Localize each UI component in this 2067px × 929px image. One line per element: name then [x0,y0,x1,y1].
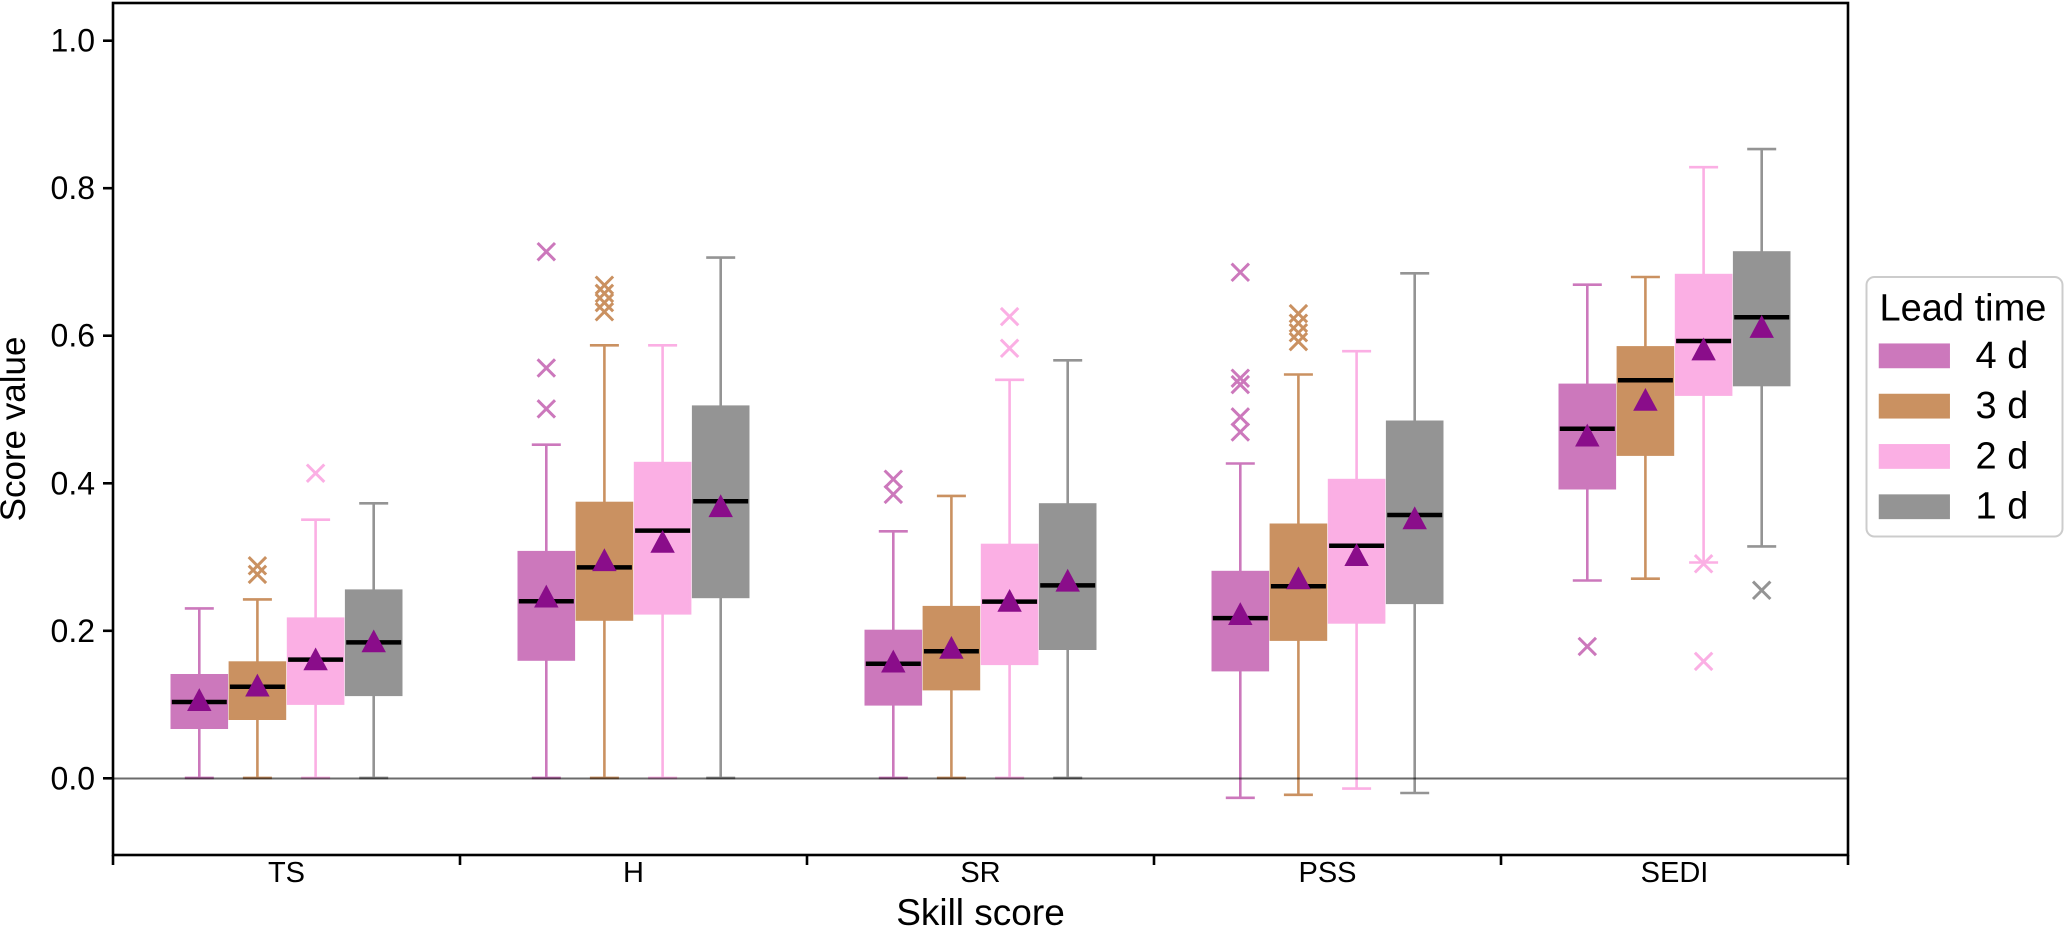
svg-text:Lead time: Lead time [1880,288,2047,330]
svg-text:4 d: 4 d [1976,335,2029,377]
svg-text:PSS: PSS [1298,857,1356,889]
svg-text:2 d: 2 d [1976,435,2029,477]
svg-text:3 d: 3 d [1976,385,2029,427]
svg-text:SR: SR [960,857,1000,889]
svg-text:TS: TS [268,857,305,889]
svg-text:0.2: 0.2 [51,613,95,649]
svg-text:Score value: Score value [0,337,33,522]
svg-text:1.0: 1.0 [51,23,95,59]
svg-text:0.0: 0.0 [51,760,95,796]
svg-text:H: H [623,857,644,889]
svg-text:1 d: 1 d [1976,486,2029,528]
svg-text:0.4: 0.4 [51,465,95,501]
svg-text:SEDI: SEDI [1641,857,1709,889]
svg-text:0.8: 0.8 [51,170,95,206]
svg-text:Skill score: Skill score [896,892,1065,929]
svg-text:0.6: 0.6 [51,318,95,354]
